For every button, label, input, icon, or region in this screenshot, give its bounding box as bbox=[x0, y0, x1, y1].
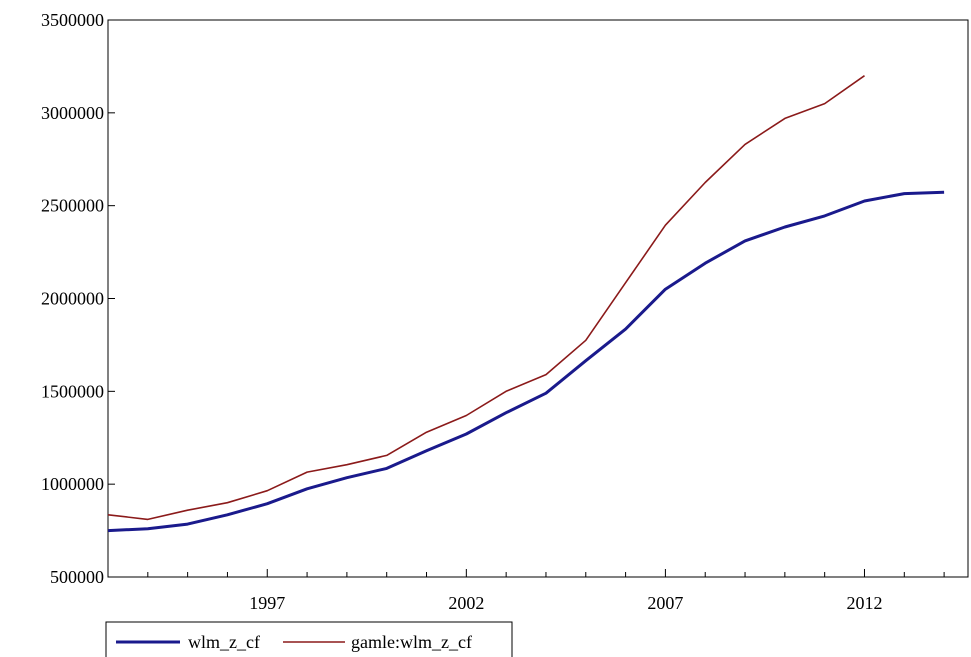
x-tick-label: 2002 bbox=[448, 593, 484, 613]
x-tick-label: 2007 bbox=[647, 593, 683, 613]
y-tick-label: 1000000 bbox=[41, 474, 104, 494]
x-tick-labels: 1997 2002 2007 2012 bbox=[249, 593, 882, 613]
y-tick-label: 2500000 bbox=[41, 196, 104, 216]
y-tick-label: 2000000 bbox=[41, 289, 104, 309]
legend-box bbox=[105, 621, 513, 657]
y-tick-label: 3500000 bbox=[41, 10, 104, 30]
x-tick-label: 2012 bbox=[846, 593, 882, 613]
series-lines bbox=[107, 75, 945, 533]
axes bbox=[107, 19, 969, 578]
series-line-1 bbox=[107, 190, 945, 533]
x-tick-label: 1997 bbox=[249, 593, 285, 613]
series-line-2 bbox=[107, 75, 865, 521]
legend: wlm_z_cf gamle:wlm_z_cf bbox=[105, 621, 513, 657]
y-tick-labels: 500000 1000000 1500000 2000000 2500000 300000… bbox=[41, 10, 104, 587]
legend-label: wlm_z_cf bbox=[188, 632, 260, 652]
y-tick-label: 1500000 bbox=[41, 381, 104, 401]
legend-label: gamle:wlm_z_cf bbox=[351, 632, 472, 652]
plot-frame bbox=[107, 19, 969, 578]
y-tick-label: 3000000 bbox=[41, 103, 104, 123]
y-tick-label: 500000 bbox=[50, 567, 104, 587]
